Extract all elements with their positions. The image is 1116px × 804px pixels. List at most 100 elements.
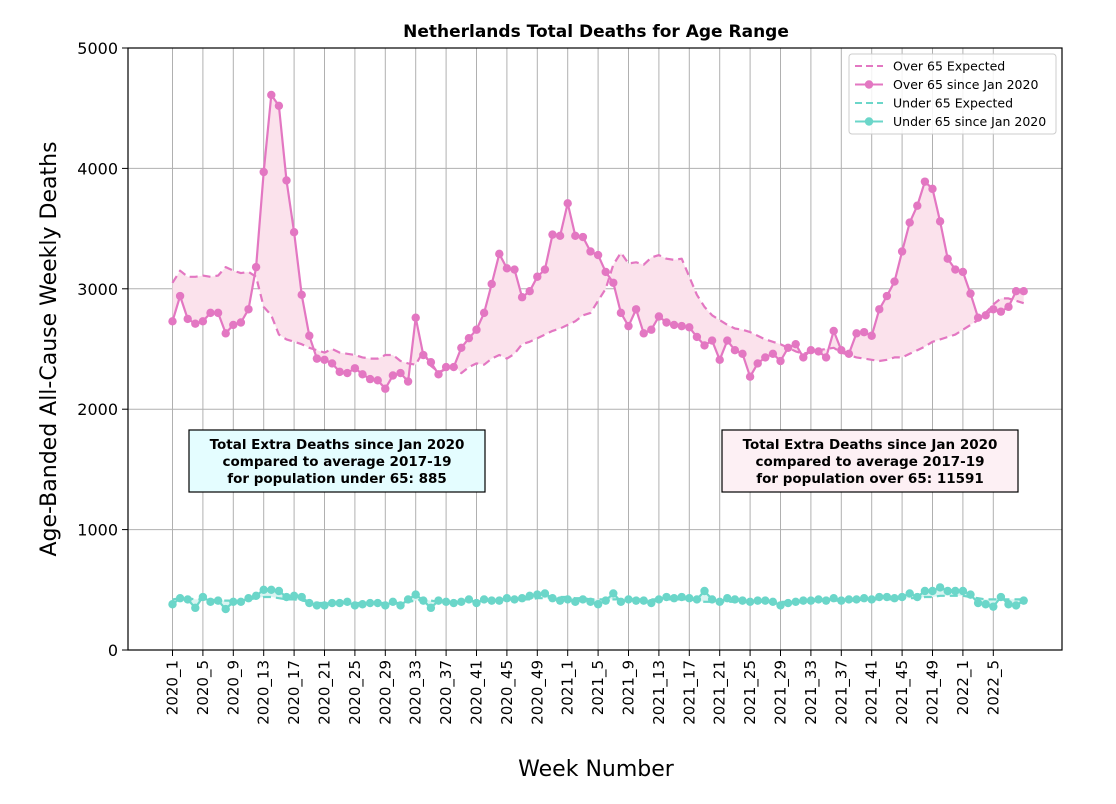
over-65-since-jan-2020-point [685, 323, 694, 332]
over-65-since-jan-2020-point [183, 314, 192, 324]
over-65-since-jan-2020-point [426, 358, 436, 367]
over-65-since-jan-2020-point [897, 247, 907, 256]
y-tick-label: 3000 [77, 280, 118, 299]
over-65-since-jan-2020-point [403, 377, 413, 386]
under-65-since-jan-2020-point [973, 598, 983, 608]
under-65-since-jan-2020-point [327, 598, 337, 608]
under-65-since-jan-2020-point [548, 594, 557, 603]
under-65-since-jan-2020-point [555, 596, 565, 605]
under-65-since-jan-2020-point [191, 603, 200, 613]
x-tick-label: 2021_17 [680, 660, 699, 725]
over-65-since-jan-2020-point [973, 313, 983, 322]
under-65-since-jan-2020-point [609, 589, 618, 598]
legend-entry: Under 65 Expected [855, 96, 1013, 111]
over-65-since-jan-2020-point [320, 355, 329, 365]
over-65-since-jan-2020-point [677, 321, 686, 331]
annotation-text: compared to average 2017-19 [755, 454, 984, 470]
over-65-since-jan-2020-point [852, 329, 861, 338]
over-65-since-jan-2020-point [875, 305, 884, 314]
over-65-since-jan-2020-point [540, 265, 550, 274]
over-65-since-jan-2020-point [335, 367, 344, 377]
over-65-since-jan-2020-point [1011, 287, 1021, 296]
under-65-since-jan-2020-point [206, 597, 215, 607]
under-65-since-jan-2020-point [540, 589, 550, 598]
under-65-since-jan-2020-point [464, 595, 474, 604]
under-65-since-jan-2020-point [381, 601, 390, 610]
over-65-since-jan-2020-point [844, 349, 854, 359]
under-65-since-jan-2020-point [776, 601, 785, 610]
under-65-since-jan-2020-point [457, 597, 466, 607]
x-tick-label: 2020_9 [224, 660, 243, 715]
over-65-since-jan-2020-point [365, 374, 375, 384]
under-65-since-jan-2020-point [320, 601, 329, 610]
over-65-since-jan-2020-point [996, 307, 1006, 316]
under-65-since-jan-2020-point [578, 595, 588, 604]
y-tick-label: 2000 [77, 400, 118, 419]
over-65-since-jan-2020-point [312, 354, 322, 363]
under-65-since-jan-2020-point [403, 595, 413, 604]
over-65-since-jan-2020-point [654, 312, 664, 321]
over-65-since-jan-2020-point [920, 177, 930, 186]
under-65-since-jan-2020-point [996, 592, 1006, 602]
over-65-since-jan-2020-point [175, 291, 185, 301]
axes: 0 1000 2000 3000 4000 5000 2020_1 2020_5 2020_9 2… [77, 39, 1003, 725]
under-65-since-jan-2020-point [654, 595, 664, 604]
under-65-since-jan-2020-point [768, 597, 778, 607]
under-65-since-jan-2020-point [517, 594, 527, 603]
over-65-since-jan-2020-point [198, 317, 208, 326]
over-65-since-jan-2020-point [388, 371, 398, 380]
legend-entry: Over 65 since Jan 2020 [855, 77, 1038, 92]
over-65-since-jan-2020-point [821, 353, 831, 362]
legend: Over 65 Expected Over 65 since Jan 2020 Un… [848, 53, 1057, 135]
annotations: Total Extra Deaths since Jan 2020compare… [188, 429, 1019, 493]
over-65-since-jan-2020-point [191, 319, 200, 328]
over-65-since-jan-2020-point [555, 231, 565, 241]
over-65-since-jan-2020-point [905, 218, 914, 227]
under-65-since-jan-2020-point [867, 595, 876, 604]
over-65-since-jan-2020-point [814, 347, 823, 356]
x-tick-label: 2020_29 [376, 660, 395, 725]
over-65-since-jan-2020-point [434, 370, 443, 379]
under-65-since-jan-2020-point [981, 600, 990, 609]
over-65-since-jan-2020-point [1004, 302, 1013, 312]
over-65-since-jan-2020-point [700, 341, 709, 350]
under-65-since-jan-2020-point [989, 602, 998, 611]
under-65-since-jan-2020-point [966, 590, 975, 599]
over-65-since-jan-2020-point [282, 176, 291, 185]
under-65-since-jan-2020-point [525, 591, 534, 601]
over-65-since-jan-2020-point [221, 329, 230, 338]
over-65-since-jan-2020-point [441, 362, 451, 372]
under-65-since-jan-2020-point [312, 601, 322, 610]
under-65-since-jan-2020-point [814, 595, 823, 604]
over-65-since-jan-2020-point [213, 308, 223, 318]
over-65-since-jan-2020-point [730, 346, 740, 355]
under-65-since-jan-2020-point [274, 586, 284, 596]
under-65-since-jan-2020-point [487, 596, 496, 605]
over-65-since-jan-2020-point [951, 265, 960, 274]
over-65-since-jan-2020-point [358, 370, 367, 379]
x-tick-label: 2022_5 [984, 660, 1003, 715]
over-65-since-jan-2020-point [662, 318, 671, 327]
over-65-since-jan-2020-point [411, 313, 420, 322]
over-65-since-jan-2020-point [609, 278, 618, 287]
under-65-since-jan-2020-point [449, 598, 458, 608]
under-65-since-jan-2020-point [639, 596, 648, 605]
under-65-since-jan-2020-point [875, 592, 884, 602]
under-65-since-jan-2020-point [365, 598, 375, 608]
under-65-since-jan-2020-point [791, 597, 800, 607]
under-65-since-jan-2020-point [198, 592, 208, 602]
under-65-since-jan-2020-point [761, 596, 770, 605]
over-65-since-jan-2020-point [943, 254, 952, 263]
under-65-since-jan-2020-point [890, 594, 899, 603]
under-65-since-jan-2020-point [434, 596, 443, 605]
over-65-since-jan-2020-point [396, 368, 405, 378]
under-65-since-jan-2020-point [897, 592, 907, 602]
over-65-since-jan-2020-point [479, 308, 489, 318]
over-65-since-jan-2020-point [624, 321, 633, 331]
over-65-since-jan-2020-point [723, 336, 732, 345]
under-65-since-jan-2020-point [905, 589, 914, 598]
over-65-since-jan-2020-point [981, 311, 990, 320]
over-65-since-jan-2020-point [517, 293, 527, 302]
under-65-since-jan-2020-point [502, 594, 512, 603]
